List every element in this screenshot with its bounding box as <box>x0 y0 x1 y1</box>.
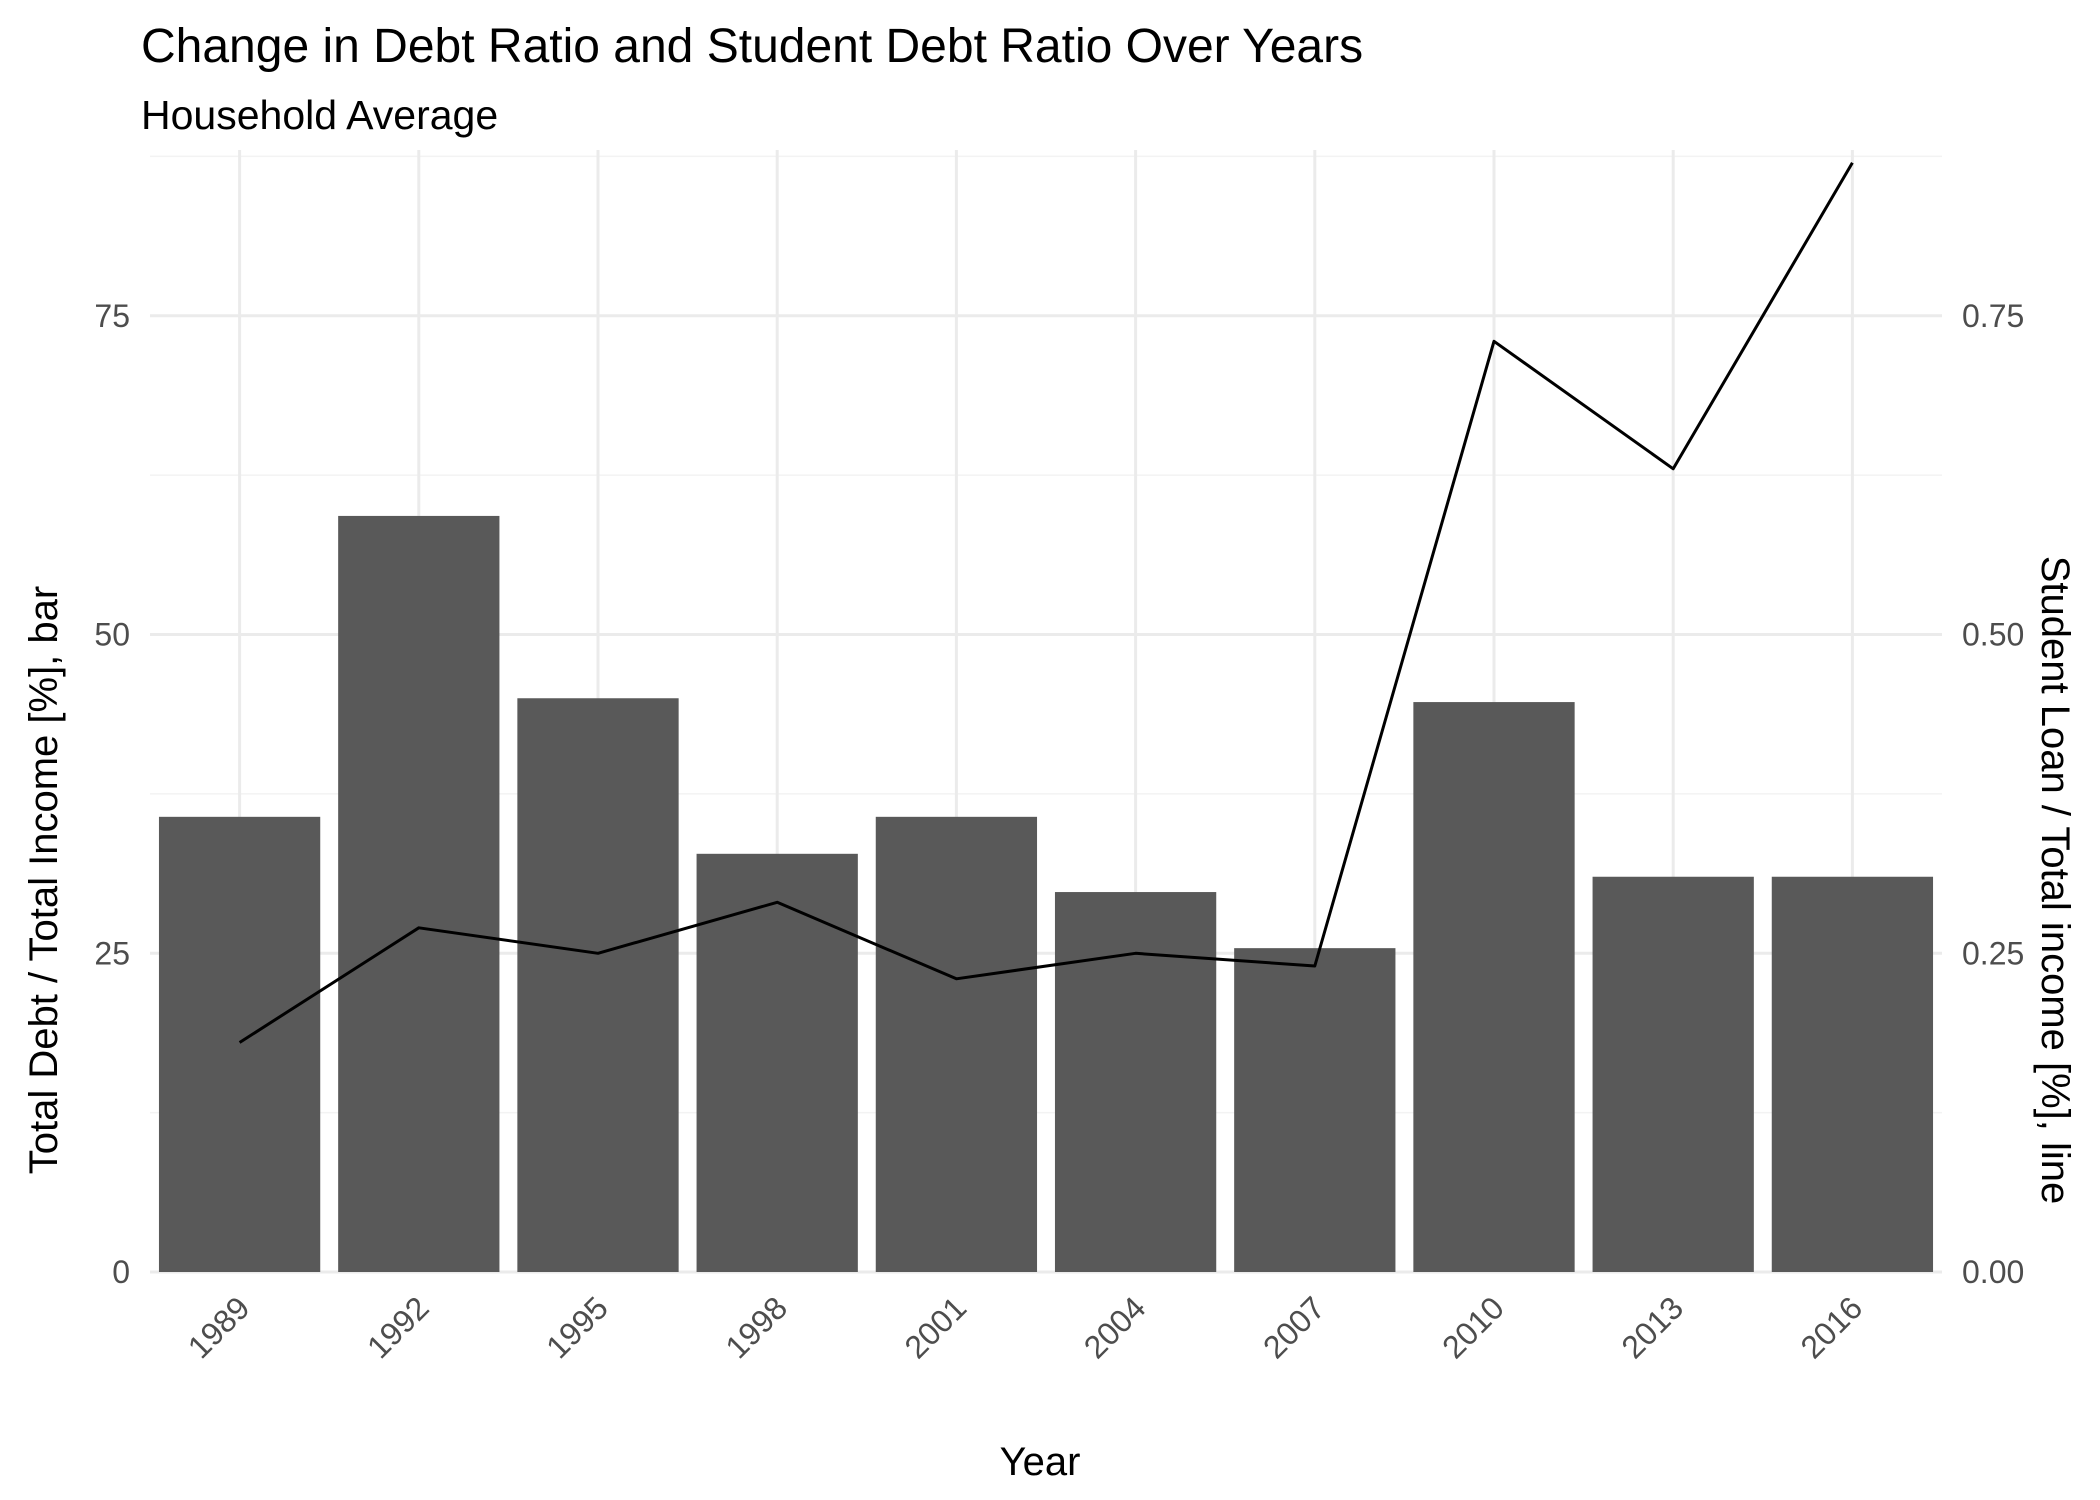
y-tick-label: 25 <box>94 935 130 971</box>
x-tick-label: 2016 <box>1794 1289 1870 1365</box>
bar-1989 <box>158 816 321 1272</box>
y2-tick-label: 0.75 <box>1962 298 2024 334</box>
x-tick-label: 2004 <box>1077 1289 1153 1365</box>
x-tick-label: 1995 <box>539 1289 615 1365</box>
student-loan-line <box>238 162 1854 1044</box>
x-tick-label: 1989 <box>181 1289 257 1365</box>
y-tick-label: 50 <box>94 617 130 653</box>
bar-2007 <box>1234 948 1396 1272</box>
line-series <box>238 162 1854 1044</box>
x-tick-label: 2010 <box>1435 1289 1511 1365</box>
bar-2010 <box>1413 702 1575 1272</box>
y2-axis-title: Student Loan / Total income [%], line <box>2033 556 2077 1205</box>
bar-2001 <box>875 816 1038 1272</box>
chart-title: Change in Debt Ratio and Student Debt Ra… <box>141 20 1363 73</box>
x-axis: 1989 1992 1995 1998 2001 2004 2007 2010 2013 2016 <box>181 1289 1870 1365</box>
x-tick-label: 2001 <box>898 1289 974 1365</box>
bar-1995 <box>517 698 679 1272</box>
y-axis-right: 0.00 0.25 0.50 0.75 <box>1962 298 2024 1290</box>
bar-1998 <box>696 853 858 1272</box>
x-tick-label: 1998 <box>718 1289 794 1365</box>
y2-tick-label: 0.25 <box>1962 935 2024 971</box>
bar-2013 <box>1592 876 1754 1272</box>
x-axis-title: Year <box>1000 1440 1081 1484</box>
y-tick-label: 0 <box>112 1254 130 1290</box>
y2-tick-label: 0.50 <box>1962 617 2024 653</box>
bar-series <box>158 515 1934 1272</box>
bar-2016 <box>1771 876 1934 1272</box>
x-tick-label: 1992 <box>360 1289 436 1365</box>
bar-1992 <box>338 515 500 1272</box>
y-axis-title: Total Debt / Total Income [%], bar <box>22 586 66 1174</box>
x-tick-label: 2007 <box>1256 1289 1332 1365</box>
y-axis-left: 0 25 50 75 <box>94 298 130 1290</box>
y-tick-label: 75 <box>94 298 130 334</box>
bar-2004 <box>1054 892 1217 1272</box>
chart-subtitle: Household Average <box>141 92 498 138</box>
y2-tick-label: 0.00 <box>1962 1254 2024 1290</box>
x-tick-label: 2013 <box>1614 1289 1690 1365</box>
